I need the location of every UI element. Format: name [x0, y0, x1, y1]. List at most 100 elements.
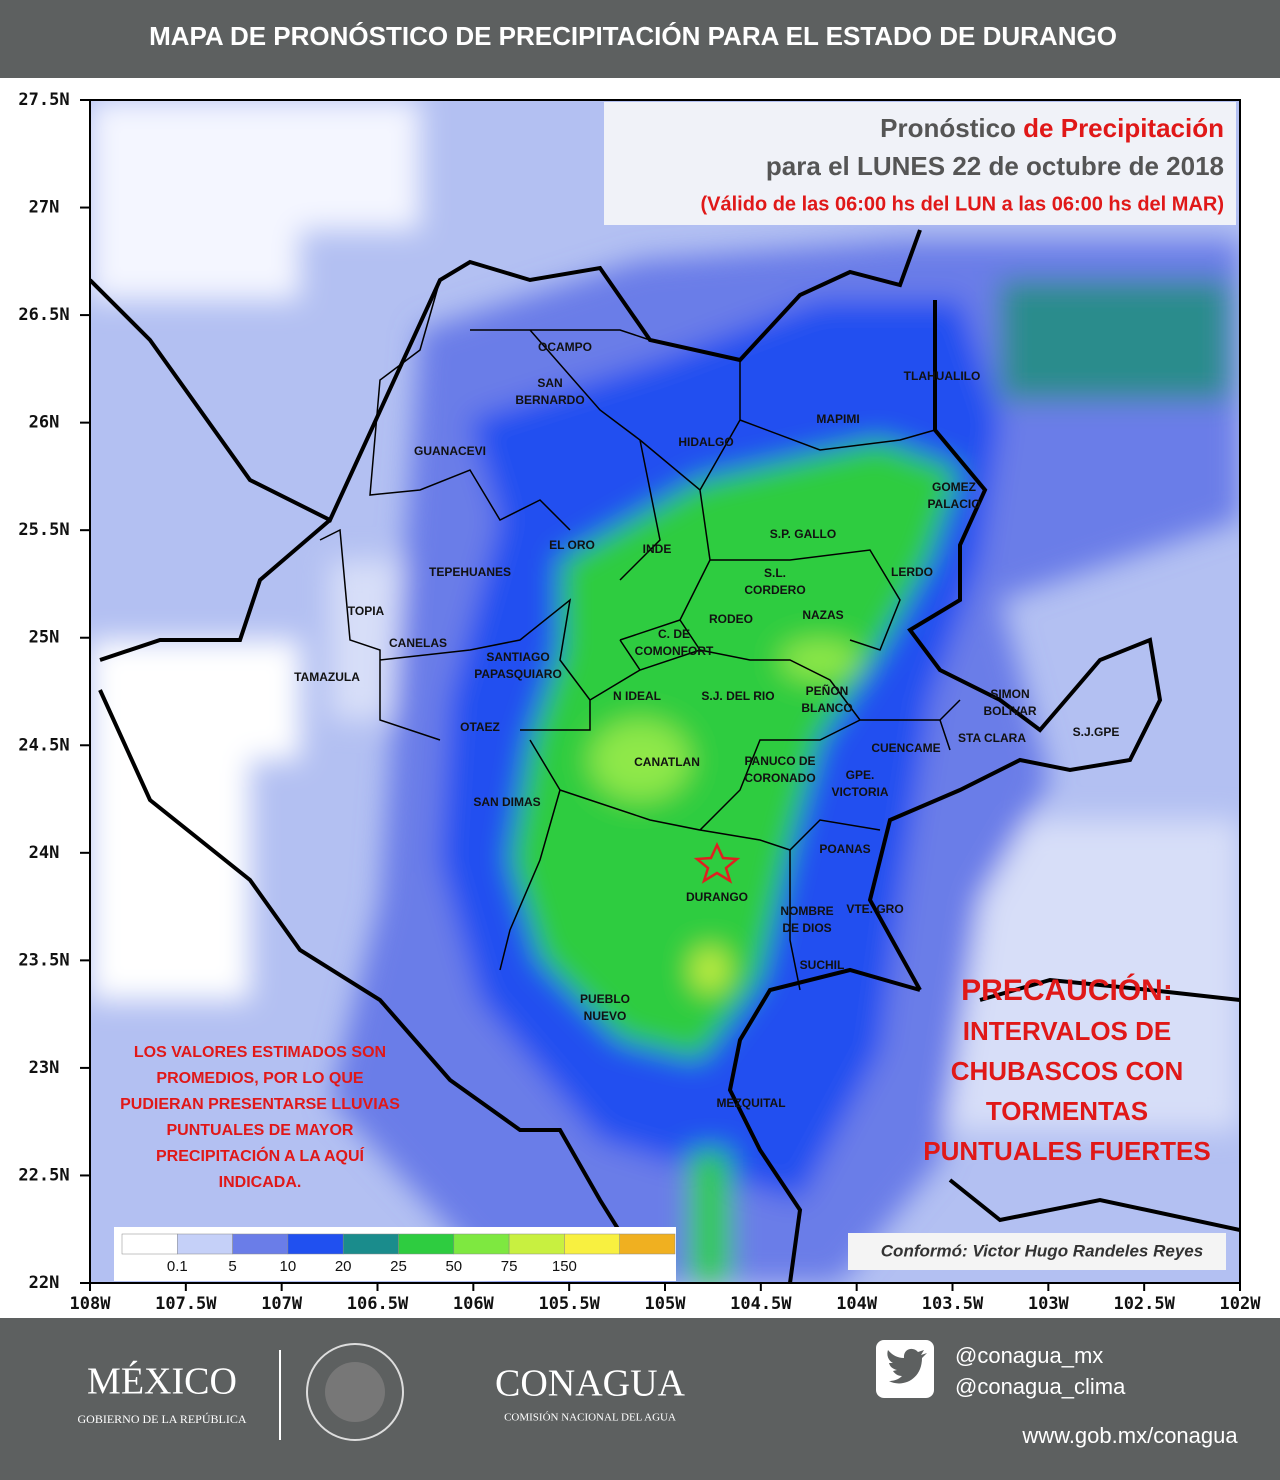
legend-swatch: [232, 1233, 289, 1255]
municipality-label: TOPIA: [348, 604, 385, 618]
municipality-label: S.J.GPE: [1073, 725, 1120, 739]
lon-label: 105W: [645, 1294, 687, 1314]
municipality-label: HIDALGO: [678, 435, 733, 449]
municipality-label: NUEVO: [584, 1009, 627, 1023]
emblem: [325, 1362, 385, 1422]
website: www.gob.mx/conagua: [1021, 1423, 1238, 1448]
lon-label: 102W: [1220, 1294, 1262, 1314]
municipality-label: LERDO: [891, 565, 933, 579]
legend-label: 75: [501, 1258, 518, 1275]
legend-label: 150: [552, 1258, 577, 1275]
note-line: LOS VALORES ESTIMADOS SON: [134, 1044, 386, 1061]
municipality-label: VTE. GRO: [846, 902, 903, 916]
forecast-line3: (Válido de las 06:00 hs del LUN a las 06…: [700, 193, 1224, 215]
lat-label: 24.5N: [18, 735, 69, 755]
municipality-label: SAN DIMAS: [473, 795, 540, 809]
lat-label: 23.5N: [18, 950, 69, 970]
lon-label: 107W: [261, 1294, 303, 1314]
legend-swatch: [453, 1233, 510, 1255]
municipality-label: CORDERO: [744, 583, 805, 597]
lon-label: 102.5W: [1113, 1294, 1175, 1314]
municipality-label: PANUCO DE: [744, 754, 815, 768]
municipality-label: BLANCO: [801, 701, 852, 715]
legend-label: 0.1: [167, 1258, 188, 1275]
municipality-label: CUENCAME: [871, 741, 940, 755]
municipality-label: SAN: [537, 376, 562, 390]
forecast-line2: para el LUNES 22 de octubre de 2018: [766, 151, 1224, 181]
municipality-label: S.P. GALLO: [770, 527, 836, 541]
header-bar: [0, 0, 1280, 78]
lon-label: 103W: [1028, 1294, 1070, 1314]
lat-label: 22N: [29, 1273, 60, 1293]
legend-label: 10: [280, 1258, 297, 1275]
precip-field: [90, 100, 1240, 1283]
municipality-label: POANAS: [819, 842, 870, 856]
municipality-label: MEZQUITAL: [716, 1096, 785, 1110]
lat-label: 25.5N: [18, 520, 69, 540]
lat-label: 23N: [29, 1058, 60, 1078]
caution-line: INTERVALOS DE: [963, 1016, 1172, 1046]
municipality-label: EL ORO: [549, 538, 595, 552]
municipality-label: GPE.: [846, 768, 875, 782]
legend-label: 50: [445, 1258, 462, 1275]
note-line: PROMEDIOS, POR LO QUE: [156, 1070, 363, 1087]
legend-label: 5: [228, 1258, 236, 1275]
municipality-label: DE DIOS: [782, 921, 831, 935]
lon-label: 108W: [70, 1294, 112, 1314]
logo-conagua-sub: COMISIÓN NACIONAL DEL AGUA: [504, 1412, 676, 1424]
caution-line: CHUBASCOS CON: [951, 1056, 1184, 1086]
municipality-label: S.J. DEL RIO: [701, 689, 774, 703]
municipality-label: SIMON: [990, 687, 1029, 701]
municipality-label: TEPEHUANES: [429, 565, 511, 579]
legend-swatch: [177, 1233, 233, 1255]
lon-label: 103.5W: [922, 1294, 984, 1314]
municipality-label: DURANGO: [686, 890, 748, 904]
legend-swatch: [398, 1233, 455, 1255]
municipality-label: PALACIO: [927, 497, 980, 511]
municipality-label: CORONADO: [744, 771, 815, 785]
municipality-label: RODEO: [709, 612, 753, 626]
municipality-label: GUANACEVI: [414, 444, 486, 458]
credit: Conformó: Victor Hugo Randeles Reyes: [881, 1241, 1203, 1260]
legend-label: 20: [335, 1258, 352, 1275]
caution-line: TORMENTAS: [986, 1096, 1148, 1126]
municipality-label: BOLIVAR: [983, 704, 1036, 718]
twitter-bird: [887, 1348, 927, 1384]
logo-conagua: CONAGUA: [495, 1363, 686, 1405]
municipality-label: OTAEZ: [460, 720, 500, 734]
municipality-label: N IDEAL: [613, 689, 661, 703]
municipality-label: COMONFORT: [635, 644, 714, 658]
logo-gobierno: GOBIERNO DE LA REPÚBLICA: [77, 1412, 246, 1426]
lat-label: 26N: [29, 413, 60, 433]
lat-label: 22.5N: [18, 1165, 69, 1185]
municipality-label: SUCHIL: [800, 958, 845, 972]
lon-label: 106W: [453, 1294, 495, 1314]
forecast-line1: Pronóstico de Precipitación: [880, 113, 1224, 143]
twitter-handle: @conagua_mx: [955, 1343, 1103, 1368]
municipality-label: GOMEZ: [932, 480, 976, 494]
borders: [90, 229, 1240, 1283]
credit-box: [848, 1233, 1226, 1270]
caution-title: PRECAUCIÓN:: [961, 973, 1173, 1007]
note-line: INDICADA.: [219, 1174, 302, 1191]
logo-mexico: MÉXICO: [87, 1361, 237, 1403]
municipality-label: TAMAZULA: [294, 670, 360, 684]
lon-label: 104W: [836, 1294, 878, 1314]
municipality-label: C. DE: [658, 627, 690, 641]
forecast-word: de Precipitación: [1023, 113, 1224, 143]
page-title: MAPA DE PRONÓSTICO DE PRECIPITACIÓN PARA…: [149, 21, 1117, 51]
municipality-label: VICTORIA: [831, 785, 888, 799]
legend-swatch: [121, 1233, 178, 1255]
municipality-label: CANELAS: [389, 636, 447, 650]
lon-label: 107.5W: [155, 1294, 217, 1314]
municipality-label: PAPASQUIARO: [474, 667, 562, 681]
legend-swatch: [619, 1233, 676, 1255]
caution-line: PUNTUALES FUERTES: [923, 1136, 1210, 1166]
municipality-label: OCAMPO: [538, 340, 592, 354]
municipality-label: NAZAS: [802, 608, 843, 622]
capital-star: [693, 842, 741, 884]
legend-swatch: [342, 1233, 399, 1255]
forecast-word: Pronóstico: [880, 113, 1016, 143]
emblem: [306, 1343, 404, 1441]
